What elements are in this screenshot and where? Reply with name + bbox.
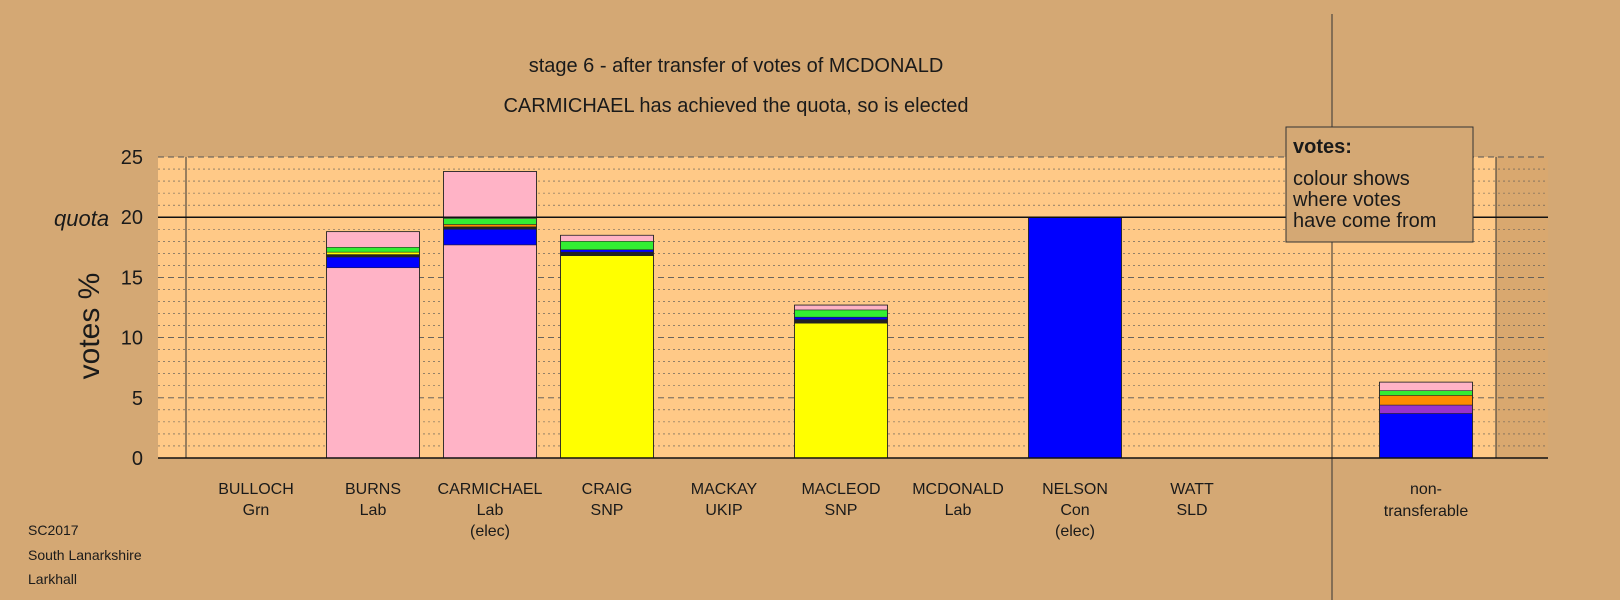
candidate-label-mackay: UKIP: [705, 502, 742, 519]
footer-line-2: South Lanarkshire: [28, 547, 142, 563]
nontransferable-label-line1: non-: [1410, 481, 1442, 498]
candidate-label-mcdonald: MCDONALD: [912, 481, 1004, 498]
quota-label: quota: [54, 206, 109, 231]
y-tick-label: 25: [121, 147, 143, 169]
candidate-label-nelson: Con: [1060, 502, 1089, 519]
candidate-label-macleod: MACLEOD: [801, 481, 880, 498]
bar-segment-macleod: [794, 322, 888, 459]
candidate-labels: BULLOCH Grn BURNS Lab CARMICHAEL Lab (elec) CRA…: [218, 481, 1214, 540]
bar-segment-nontransferable: [1379, 413, 1473, 459]
candidate-label-macleod: SNP: [825, 502, 858, 519]
footer-line-1: SC2017: [28, 522, 79, 538]
bar-segment-macleod: [794, 309, 888, 318]
footer-line-3: Larkhall: [28, 571, 77, 587]
y-tick-label: 10: [121, 328, 143, 350]
candidate-label-mackay: MACKAY: [691, 481, 758, 498]
legend-box: votes: colour shows where votes have com…: [1285, 126, 1474, 243]
candidate-label-carmichael: (elec): [470, 523, 510, 540]
candidate-label-burns: BURNS: [345, 481, 401, 498]
bar-segment-carmichael: [443, 224, 537, 228]
candidate-label-burns: Lab: [360, 502, 387, 519]
candidate-label-carmichael: Lab: [477, 502, 504, 519]
nontransferable-label: non- transferable: [1384, 481, 1469, 520]
plot-right-shade: [1496, 157, 1548, 458]
candidate-label-watt: WATT: [1170, 481, 1214, 498]
legend-line-3: have come from: [1293, 210, 1436, 232]
y-axis-label: votes %: [73, 273, 106, 380]
y-tick-label: 5: [132, 388, 143, 410]
bar-segment-craig: [560, 241, 654, 250]
candidate-label-mcdonald: Lab: [945, 502, 972, 519]
legend-frame: [1285, 126, 1474, 243]
bar-segment-burns: [326, 251, 420, 255]
candidate-label-watt: SLD: [1176, 502, 1207, 519]
bars-layer: [326, 171, 1473, 459]
candidate-label-bulloch: Grn: [243, 502, 270, 519]
chart-title: stage 6 - after transfer of votes of MCD…: [529, 55, 944, 77]
bar-segment-craig: [560, 251, 654, 256]
y-tick-label: 20: [121, 207, 143, 229]
legend-line-2: where votes: [1292, 189, 1401, 211]
bar-segment-burns: [326, 267, 420, 459]
bar-segment-nontransferable: [1379, 390, 1473, 396]
bar-segment-nelson: [1028, 216, 1122, 459]
candidate-label-craig: CRAIG: [582, 481, 633, 498]
bar-segment-carmichael: [443, 244, 537, 459]
bar-segment-carmichael: [443, 171, 537, 219]
bar-segment-craig: [560, 249, 654, 253]
bar-segment-burns: [326, 254, 420, 258]
chart-subtitle: CARMICHAEL has achieved the quota, so is…: [503, 95, 968, 117]
bar-segment-craig: [560, 235, 654, 242]
nontransferable-label-line2: transferable: [1384, 503, 1469, 520]
candidate-label-craig: SNP: [591, 502, 624, 519]
bar-segment-carmichael: [443, 218, 537, 225]
candidate-label-carmichael: CARMICHAEL: [438, 481, 543, 498]
candidate-label-nelson: NELSON: [1042, 481, 1108, 498]
bar-segment-macleod: [794, 319, 888, 324]
bar-segment-carmichael: [443, 228, 537, 246]
y-tick-labels: 0 5 10 15 20 25: [121, 147, 143, 470]
bar-segment-macleod: [794, 316, 888, 320]
bar-segment-burns: [326, 247, 420, 253]
candidate-label-nelson: (elec): [1055, 523, 1095, 540]
candidate-label-bulloch: BULLOCH: [218, 481, 294, 498]
bar-segment-nontransferable: [1379, 404, 1473, 414]
bar-segment-nontransferable: [1379, 381, 1473, 391]
footer: SC2017 South Lanarkshire Larkhall: [28, 522, 142, 587]
bar-segment-nontransferable: [1379, 395, 1473, 406]
legend-line-1: colour shows: [1293, 168, 1410, 190]
bar-segment-burns: [326, 256, 420, 269]
legend-title: votes:: [1293, 136, 1352, 158]
y-tick-label: 15: [121, 267, 143, 289]
y-tick-label: 0: [132, 448, 143, 470]
bar-segment-carmichael: [443, 226, 537, 230]
bar-segment-macleod: [794, 304, 888, 311]
bar-segment-burns: [326, 231, 420, 248]
bar-segment-craig: [560, 255, 654, 459]
